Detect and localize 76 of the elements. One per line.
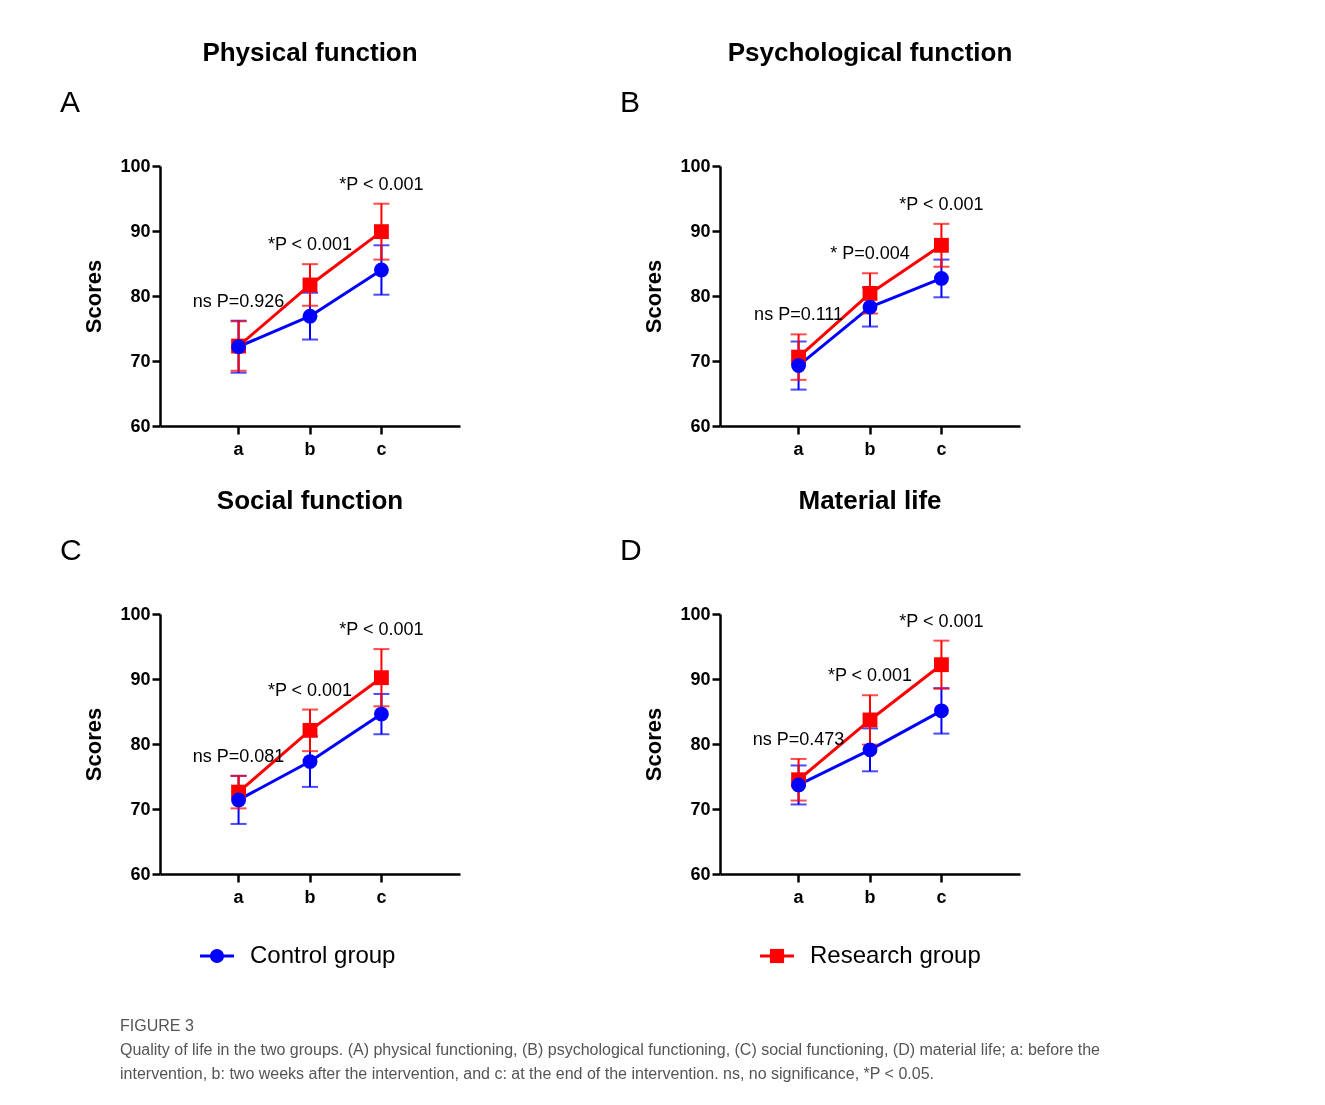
x-tick-label: b: [304, 438, 316, 459]
y-axis-title: Scores: [81, 707, 107, 782]
x-tick-label: c: [936, 886, 947, 907]
annotation: *P < 0.001: [899, 193, 984, 214]
text: Quality of life in the two groups. (A) physical functioning, (B) psychological functioning, (C) social functioning, (D) material life; a: before the intervention, b: two weeks after the intervention, and c: at the end of the intervention. ns, no significance, *P < 0.05.: [120, 1041, 1101, 1082]
x-tick-label: a: [233, 438, 245, 459]
x-tick-label: c: [376, 886, 387, 907]
x-tick-label: c: [376, 438, 387, 459]
y-tick-label: 100: [680, 155, 711, 176]
y-axis-title: Scores: [641, 259, 667, 334]
point: [374, 670, 389, 686]
point: [934, 703, 949, 719]
y-tick-label: 100: [120, 603, 151, 624]
x-tick-label: a: [793, 886, 805, 907]
y-tick-label: 60: [690, 863, 711, 884]
point: [862, 299, 878, 315]
point: [302, 308, 318, 324]
text: B: [620, 85, 641, 118]
y-axis-title: Scores: [81, 259, 107, 334]
chart-title: Psychological function: [727, 37, 1013, 67]
annotation: *P < 0.001: [827, 665, 913, 686]
y-tick-label: 70: [690, 350, 711, 371]
point: [934, 237, 949, 253]
text: D: [620, 533, 642, 566]
y-tick-label: 80: [690, 733, 711, 754]
y-tick-label: 100: [120, 155, 151, 176]
x-tick-label: c: [936, 438, 947, 459]
annotation: *P < 0.001: [339, 619, 424, 640]
y-tick-label: 80: [130, 733, 151, 754]
y-axis-title: Scores: [641, 707, 667, 782]
x-tick-label: a: [233, 886, 245, 907]
annotation: ns P=0.111: [754, 304, 844, 325]
point: [862, 742, 878, 758]
point: [302, 754, 318, 769]
x-tick-label: a: [793, 438, 805, 459]
y-tick-label: 80: [130, 285, 151, 306]
chart-title: Physical function: [202, 37, 418, 67]
chart-title: Material life: [798, 485, 942, 515]
caption: FIGURE 3: [120, 1017, 194, 1034]
point: [862, 285, 878, 301]
x-tick-label: b: [864, 438, 876, 459]
point: [374, 224, 389, 240]
annotation: *P < 0.001: [267, 234, 353, 255]
annotation: *P < 0.001: [899, 610, 984, 631]
text: A: [60, 85, 81, 118]
point: [934, 657, 949, 673]
x-tick-label: b: [864, 886, 876, 907]
y-tick-label: 70: [130, 798, 151, 819]
y-tick-label: 90: [690, 668, 711, 689]
legend-label: Control group: [250, 941, 396, 968]
annotation: *P < 0.001: [267, 679, 353, 700]
x-tick-label: b: [304, 886, 316, 907]
annotation: *P < 0.001: [339, 173, 424, 194]
y-tick-label: 100: [680, 603, 711, 624]
annotation: ns P=0.473: [752, 728, 845, 749]
y-tick-label: 90: [130, 668, 151, 689]
point: [374, 706, 389, 722]
point: [791, 358, 806, 373]
point: [374, 262, 389, 278]
y-tick-label: 60: [690, 415, 711, 436]
chart-title: Social function: [216, 485, 404, 515]
y-tick-label: 90: [130, 220, 151, 241]
y-tick-label: 70: [130, 350, 151, 371]
legend-label: Research group: [810, 941, 981, 968]
y-tick-label: 60: [130, 415, 151, 436]
y-tick-label: 70: [690, 798, 711, 819]
y-tick-label: 80: [690, 285, 711, 306]
point: [934, 271, 949, 286]
annotation: ns P=0.926: [192, 290, 285, 311]
text: C: [60, 533, 82, 566]
point: [231, 792, 246, 808]
point: [302, 722, 318, 738]
y-tick-label: 60: [130, 863, 151, 884]
annotation: * P=0.004: [830, 243, 910, 264]
y-tick-label: 90: [690, 220, 711, 241]
point: [791, 777, 806, 793]
